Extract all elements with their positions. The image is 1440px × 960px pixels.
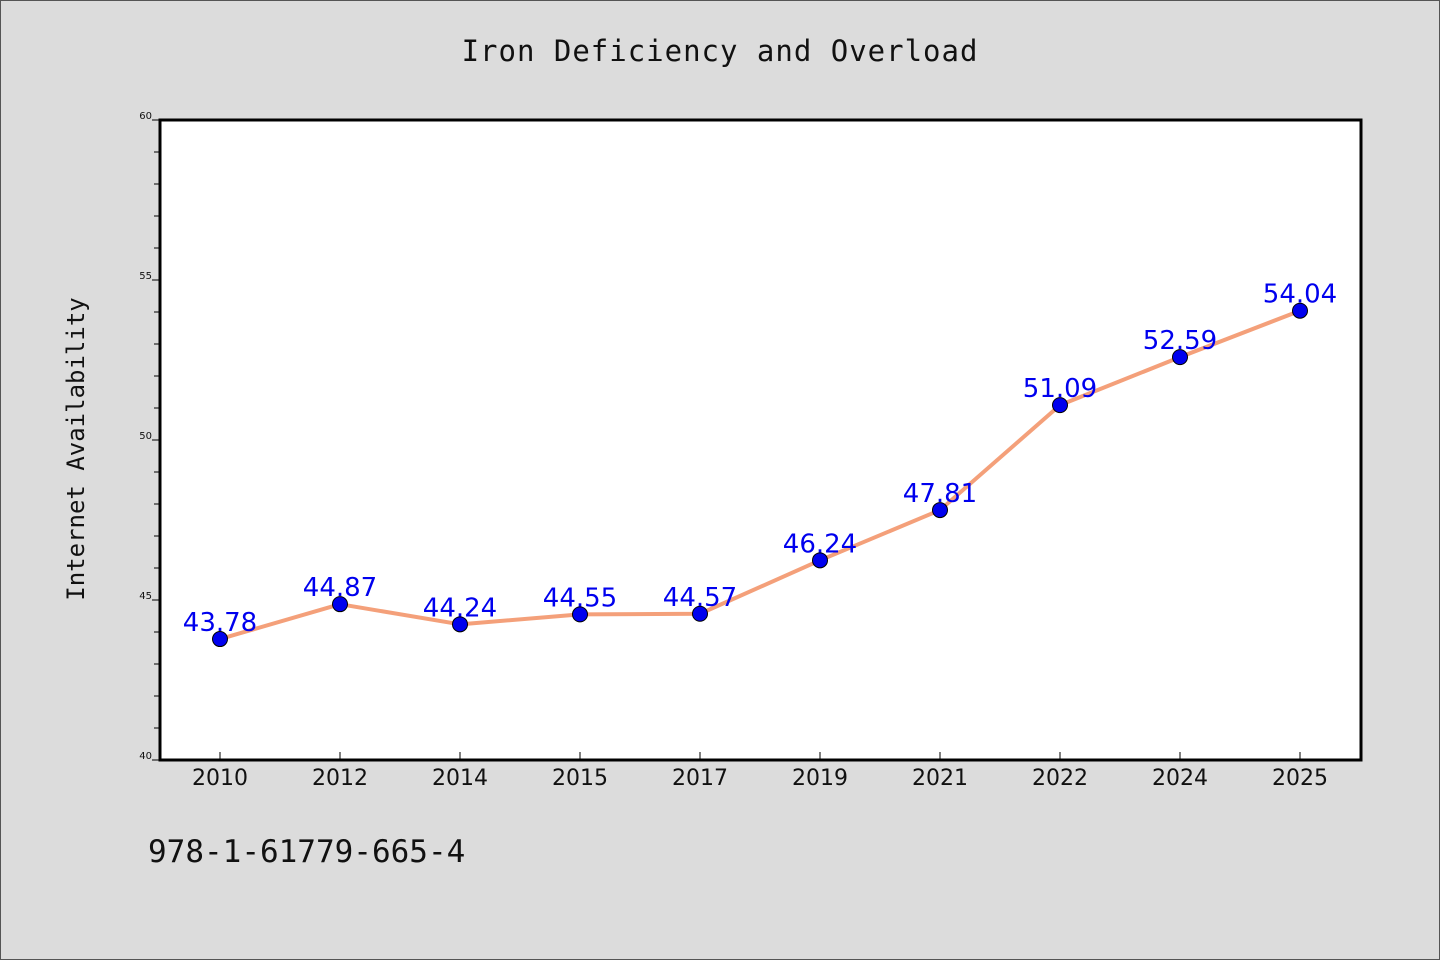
data-label: 51.09 bbox=[1023, 374, 1097, 404]
data-point bbox=[452, 616, 468, 633]
data-label: 44.55 bbox=[543, 583, 617, 613]
y-tick-label: 50 bbox=[139, 431, 152, 442]
y-tick-label: 55 bbox=[139, 271, 152, 282]
series-line bbox=[218, 308, 1302, 642]
data-label: 44.87 bbox=[303, 573, 377, 603]
data-point bbox=[1292, 302, 1308, 319]
x-tick-label: 2017 bbox=[672, 766, 728, 791]
data-point bbox=[332, 596, 348, 613]
data-point bbox=[1172, 349, 1188, 366]
data-point bbox=[1052, 397, 1068, 414]
y-tick-label: 60 bbox=[139, 111, 152, 122]
y-axis: 40 45 50 55 60 bbox=[139, 111, 160, 762]
x-tick-label: 2022 bbox=[1032, 766, 1088, 791]
x-tick-label: 2025 bbox=[1272, 766, 1328, 791]
data-label: 46.24 bbox=[783, 529, 857, 559]
data-label: 52.59 bbox=[1143, 326, 1217, 356]
data-label: 43.78 bbox=[183, 608, 257, 638]
x-tick-label: 2015 bbox=[552, 766, 608, 791]
x-axis: 2010 2012 2014 2015 2017 2019 2021 2022 2024 2025 bbox=[192, 752, 1328, 791]
data-label: 54.04 bbox=[1263, 280, 1337, 310]
y-tick-label: 45 bbox=[139, 591, 152, 602]
plot-area bbox=[158, 118, 1363, 762]
x-tick-label: 2012 bbox=[312, 766, 368, 791]
series-layer: 43.78 44.87 44.24 44.55 44.57 46.24 47.81 51.09… bbox=[183, 280, 1337, 648]
data-point bbox=[812, 552, 828, 569]
x-tick-label: 2024 bbox=[1152, 766, 1208, 791]
data-label: 47.81 bbox=[903, 479, 977, 509]
data-point bbox=[572, 606, 588, 623]
x-tick-label: 2010 bbox=[192, 766, 248, 791]
chart-title: Iron Deficiency and Overload bbox=[461, 34, 979, 68]
x-tick-label: 2014 bbox=[432, 766, 488, 791]
y-axis-label: Internet Availability bbox=[62, 297, 90, 600]
x-tick-label: 2019 bbox=[792, 766, 848, 791]
data-label: 44.24 bbox=[423, 593, 497, 623]
data-label: 44.57 bbox=[663, 583, 737, 613]
data-point bbox=[212, 631, 228, 648]
y-tick-label: 40 bbox=[139, 751, 152, 762]
x-tick-label: 2021 bbox=[912, 766, 968, 791]
isbn-text: 978-1-61779-665-4 bbox=[148, 834, 466, 870]
data-point bbox=[932, 502, 948, 519]
data-point bbox=[692, 605, 708, 622]
